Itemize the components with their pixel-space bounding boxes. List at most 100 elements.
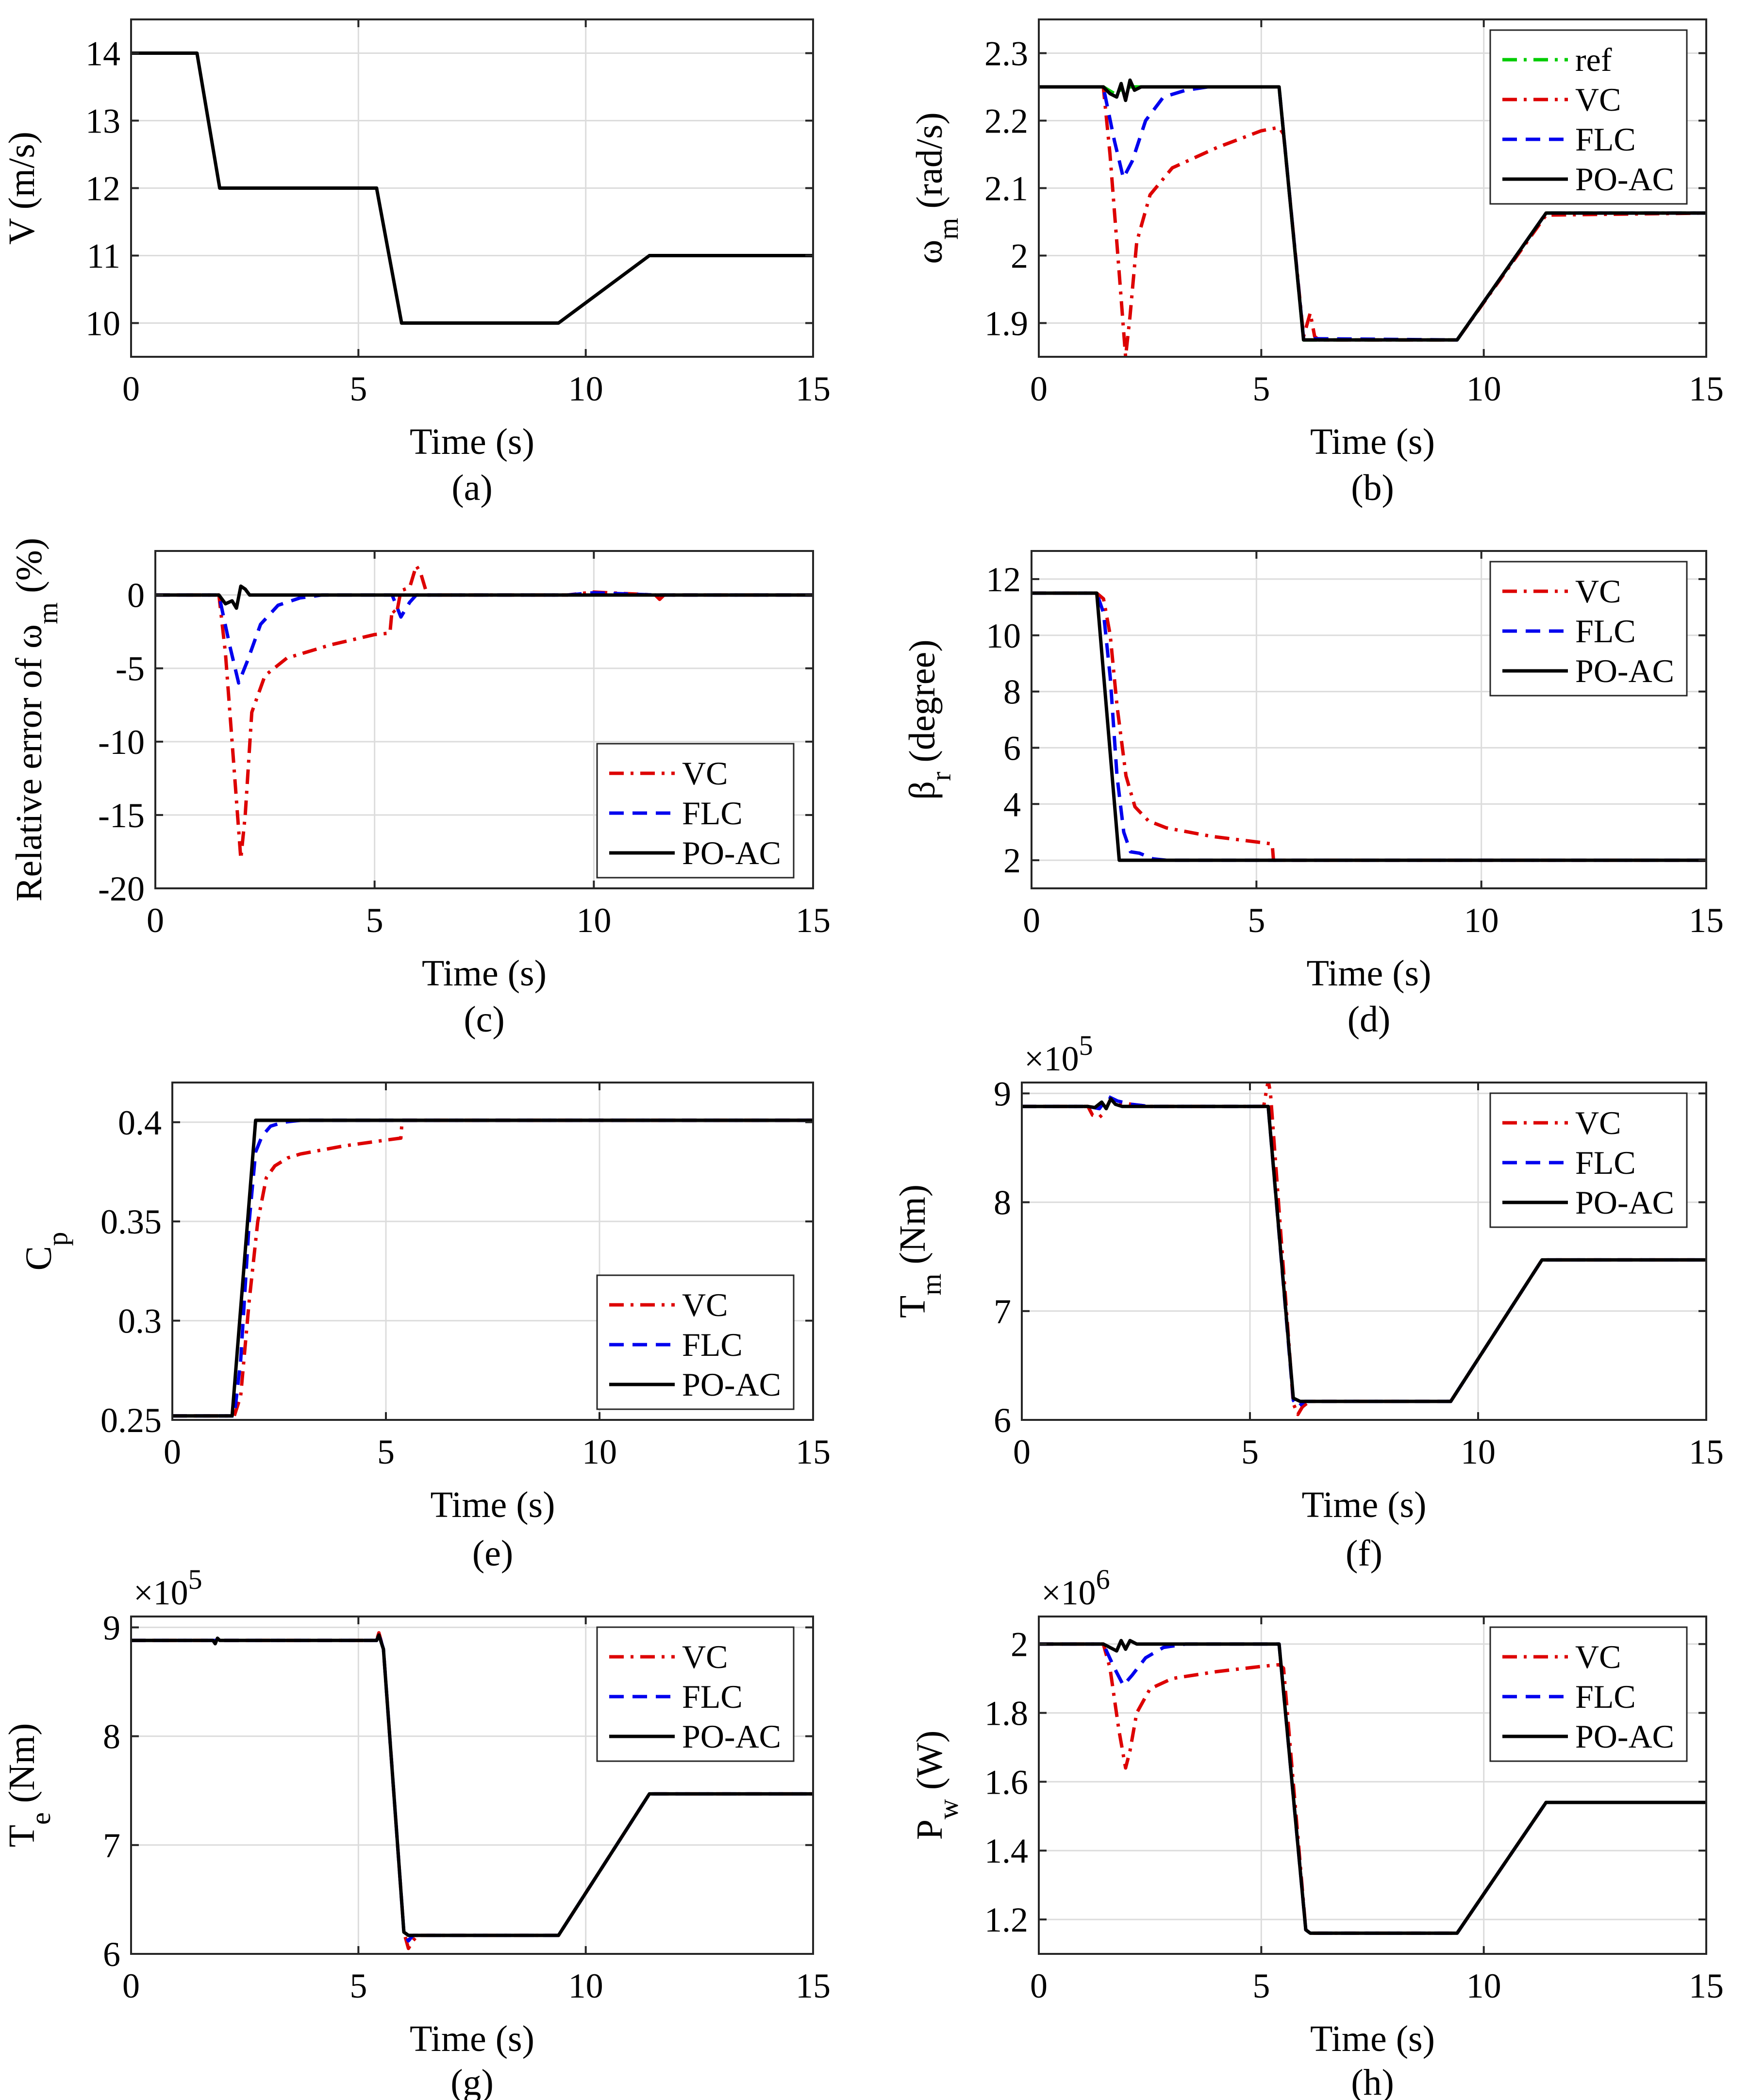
- y-tick-label: -10: [98, 723, 145, 762]
- y-axis-label: Relative error of ωm (%): [9, 538, 64, 901]
- y-tick-label: 0.4: [118, 1103, 162, 1142]
- x-tick-label: 10: [576, 901, 611, 940]
- legend-label: FLC: [682, 1678, 743, 1715]
- y-tick-label: 0.35: [100, 1202, 162, 1241]
- series-group: [1022, 1083, 1706, 1417]
- x-tick-label: 15: [1689, 1433, 1724, 1471]
- y-axis-label: Pw (W): [909, 1731, 964, 1840]
- x-axis-label: Time (s): [1310, 2018, 1435, 2059]
- y-tick-label: 8: [1003, 673, 1021, 712]
- axes-frame: [1031, 550, 1707, 889]
- legend-label: VC: [682, 755, 728, 792]
- x-tick-label: 0: [1030, 369, 1048, 408]
- x-tick-label: 0: [122, 1967, 140, 2005]
- series-line-flc: [1039, 1642, 1706, 1935]
- series-line-po-ac: [1032, 591, 1706, 862]
- y-axis-label-main: T: [1, 1825, 42, 1847]
- y-tick-label: -20: [98, 869, 145, 908]
- y-tick-label: 7: [994, 1292, 1011, 1331]
- y-tick-label: 1.8: [984, 1694, 1028, 1733]
- x-tick-label: 5: [377, 1433, 395, 1471]
- legend-label: FLC: [682, 1326, 743, 1363]
- y-axis-label-main: V (m/s): [1, 132, 42, 245]
- x-axis-label: Time (s): [1302, 1484, 1427, 1525]
- subplot-b: 0 5 10 15 1.9 2 2.1 2.2 2.3 Time (s) ωm (rad/s) (b)…: [909, 18, 1724, 508]
- subplot-c: 0 5 10 15 -20 -15 -10 -5 0 Time (s) Relative error…: [9, 538, 831, 1040]
- series-line-v: [131, 51, 813, 325]
- subplot-caption: (a): [451, 467, 492, 508]
- legend-label: VC: [1575, 573, 1621, 610]
- series-line-po-ac: [1039, 78, 1706, 342]
- y-axis-label-units: (degree): [902, 639, 943, 771]
- y-tick-label: 9: [103, 1608, 120, 1647]
- x-tick-label: 15: [796, 1433, 831, 1471]
- legend-box: [596, 1274, 795, 1410]
- y-tick-label: 14: [85, 34, 120, 73]
- axes-frame: [1038, 1616, 1707, 1955]
- legend-box: [596, 1626, 795, 1762]
- series-group: [1032, 591, 1706, 862]
- legend-label: PO-AC: [1575, 1718, 1674, 1755]
- y-tick-label: 0.25: [100, 1401, 162, 1440]
- x-axis-label: Time (s): [1307, 953, 1432, 994]
- legend-label: FLC: [1575, 1678, 1636, 1715]
- y-tick-label: 2: [1003, 841, 1021, 880]
- x-tick-label: 5: [1248, 901, 1265, 940]
- y-tick-label: 8: [994, 1183, 1011, 1222]
- series-group: [1039, 78, 1706, 357]
- y-axis-label-main: C: [18, 1246, 59, 1271]
- x-tick-label: 15: [1689, 369, 1724, 408]
- y-axis-label-sub: p: [42, 1232, 73, 1246]
- x-tick-label: 10: [1466, 1967, 1501, 2005]
- y-tick-label: -15: [98, 796, 145, 835]
- subplot-g: 0 5 10 15 6 7 8 9 Time (s) Te (Nm) ×105 (g) VCFLCPO-…: [1, 1564, 831, 2100]
- legend-label: VC: [682, 1638, 728, 1675]
- axis-multiplier: ×106: [1041, 1564, 1110, 1613]
- y-tick-label: 10: [986, 617, 1021, 655]
- y-axis-label-sub: e: [25, 1812, 56, 1825]
- subplot-caption: (b): [1351, 467, 1394, 508]
- y-axis-label-sub: r: [925, 772, 957, 781]
- axis-multiplier-exponent: 6: [1096, 1564, 1110, 1595]
- y-axis-label-units: (rad/s): [909, 112, 950, 217]
- y-tick-label: 12: [85, 169, 120, 208]
- legend-label: PO-AC: [682, 834, 781, 871]
- subplot-caption: (d): [1348, 999, 1391, 1040]
- axis-multiplier-exponent: 5: [188, 1564, 202, 1595]
- series-group: [1039, 1639, 1706, 1935]
- y-axis-label-sub: m: [932, 218, 964, 240]
- y-tick-label: 2: [1011, 237, 1028, 276]
- legend-box: [1489, 29, 1688, 205]
- y-axis-label-main: ω: [909, 240, 950, 264]
- subplot-caption: (e): [472, 1533, 513, 1574]
- legend-box: [1489, 1092, 1688, 1228]
- axes-frame: [1021, 1082, 1707, 1421]
- legend-label: PO-AC: [1575, 652, 1674, 689]
- y-axis-label-sub: m: [32, 602, 64, 624]
- x-tick-label: 0: [122, 369, 140, 408]
- y-tick-label: 2.1: [984, 169, 1028, 208]
- subplot-caption: (c): [464, 999, 504, 1040]
- y-tick-label: 10: [85, 304, 120, 343]
- axis-multiplier-exponent: 5: [1079, 1030, 1093, 1061]
- y-tick-label: 4: [1003, 785, 1021, 824]
- subplot-h: 0 5 10 15 1.2 1.4 1.6 1.8 2 Time (s) Pw (W) ×106 (h)…: [909, 1564, 1724, 2100]
- x-axis-label: Time (s): [1310, 421, 1435, 462]
- x-tick-label: 0: [1013, 1433, 1031, 1471]
- legend-label: FLC: [1575, 121, 1636, 158]
- y-tick-label: 2.3: [984, 34, 1028, 73]
- x-tick-label: 10: [1466, 369, 1501, 408]
- series-group: [131, 51, 813, 325]
- legend-label: VC: [682, 1286, 728, 1323]
- subplot-a: 0 5 10 15 10 11 12 13 14 Time (s) V (m/s) (a): [1, 18, 831, 508]
- y-tick-label: 7: [103, 1826, 120, 1865]
- x-tick-label: 0: [147, 901, 164, 940]
- legend-label: VC: [1575, 81, 1621, 118]
- series-line-po-ac: [131, 1633, 813, 1937]
- y-tick-label: 6: [103, 1935, 120, 1974]
- x-tick-label: 0: [1030, 1967, 1048, 2005]
- series-line-po-ac: [172, 1118, 813, 1418]
- y-tick-label: 8: [103, 1717, 120, 1756]
- y-axis-label: βr (degree): [902, 639, 957, 800]
